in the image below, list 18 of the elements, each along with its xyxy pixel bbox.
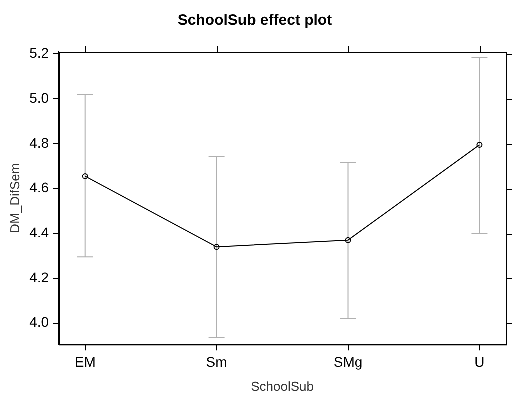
y-tick-label: 4.6: [30, 180, 50, 196]
x-tick-label: Sm: [206, 354, 228, 370]
y-tick-label: 4.8: [30, 134, 50, 151]
point: [345, 237, 352, 244]
y-tick-label: 5.0: [30, 90, 50, 106]
y-tick-label: 5.2: [30, 45, 50, 62]
point: [476, 142, 483, 148]
y-tick-label: 4.0: [30, 314, 50, 330]
x-axis-title: SchoolSub: [251, 378, 314, 394]
point: [214, 244, 220, 250]
y-axis-title: DM_DifSem: [7, 163, 22, 234]
x-tick-label: SMg: [334, 354, 363, 370]
y-tick-label: 4.2: [30, 269, 50, 286]
point: [82, 173, 88, 180]
x-tick-label: EM: [74, 354, 96, 370]
y-tick-label: 4.4: [30, 224, 50, 240]
chart-title: SchoolSub effect plot: [178, 12, 332, 30]
x-tick-label: U: [474, 354, 485, 370]
